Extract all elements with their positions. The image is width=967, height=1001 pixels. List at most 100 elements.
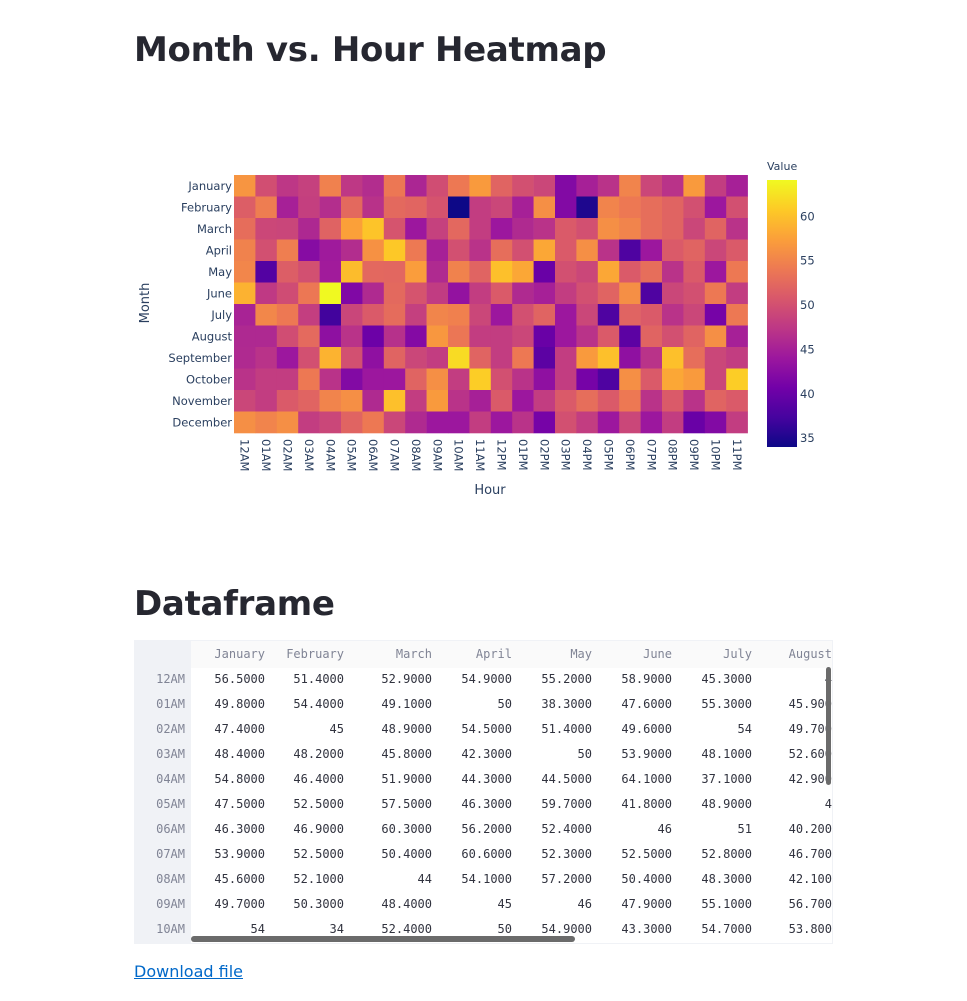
table-cell[interactable]: 34 (329, 922, 344, 936)
column-header[interactable]: March (395, 647, 432, 661)
table-cell[interactable]: 48.4000 (381, 897, 432, 911)
table-cell[interactable]: 37.1000 (701, 772, 752, 786)
table-cell[interactable]: 58.9000 (621, 672, 672, 686)
table-cell[interactable]: 53.9000 (214, 847, 265, 861)
column-header[interactable]: July (723, 647, 752, 661)
table-cell[interactable]: 43.3000 (621, 922, 672, 936)
column-header[interactable]: February (286, 647, 344, 661)
table-cell[interactable]: 40.200 (788, 822, 832, 836)
table-cell[interactable]: 44 (417, 872, 432, 886)
table-cell[interactable]: 55.1000 (701, 897, 752, 911)
column-header[interactable]: August (788, 647, 832, 661)
table-cell[interactable]: 49.1000 (381, 697, 432, 711)
table-cell[interactable]: 50 (577, 747, 592, 761)
table-cell[interactable]: 52.4000 (541, 822, 592, 836)
table-cell[interactable]: 50.4000 (381, 847, 432, 861)
table-cell[interactable]: 52.3000 (541, 847, 592, 861)
table-cell[interactable]: 56.2000 (461, 822, 512, 836)
table-cell[interactable]: 56.5000 (214, 672, 265, 686)
table-cell[interactable]: 4 (824, 797, 832, 811)
column-header[interactable]: January (214, 647, 265, 661)
table-cell[interactable]: 46 (657, 822, 672, 836)
table-cell[interactable]: 42.3000 (461, 747, 512, 761)
dataframe-table[interactable]: January February March April May June July Augu… (134, 640, 833, 944)
table-cell[interactable]: 46.3000 (461, 797, 512, 811)
table-cell[interactable]: 54.1000 (461, 872, 512, 886)
table-cell[interactable]: 50 (497, 922, 512, 936)
table-cell[interactable]: 48.9000 (381, 722, 432, 736)
table-cell[interactable]: 46 (577, 897, 592, 911)
table-cell[interactable]: 46.700 (788, 847, 832, 861)
table-cell[interactable]: 52.4000 (381, 922, 432, 936)
table-cell[interactable]: 48.4000 (214, 747, 265, 761)
table-cell[interactable]: 52.8000 (701, 847, 752, 861)
table-cell[interactable]: 50.3000 (293, 897, 344, 911)
table-cell[interactable]: 45.3000 (701, 672, 752, 686)
table-cell[interactable]: 45 (329, 722, 344, 736)
table-cell[interactable]: 53.9000 (621, 747, 672, 761)
table-cell[interactable]: 48.2000 (293, 747, 344, 761)
table-cell[interactable]: 48.9000 (701, 797, 752, 811)
table-cell[interactable]: 38.3000 (541, 697, 592, 711)
table-cell[interactable]: 57.2000 (541, 872, 592, 886)
table-cell[interactable]: 51.9000 (381, 772, 432, 786)
table-cell[interactable]: 54.7000 (701, 922, 752, 936)
table-cell[interactable]: 44.3000 (461, 772, 512, 786)
table-cell[interactable]: 52.5000 (293, 847, 344, 861)
table-cell[interactable]: 46.4000 (293, 772, 344, 786)
table-cell[interactable]: 54 (737, 722, 752, 736)
horizontal-scrollbar[interactable] (191, 936, 575, 942)
table-cell[interactable]: 51.4000 (293, 672, 344, 686)
table-cell[interactable]: 52.5000 (293, 797, 344, 811)
table-cell[interactable]: 52.5000 (621, 847, 672, 861)
table-cell[interactable]: 54.9000 (541, 922, 592, 936)
table-cell[interactable]: 53.800 (788, 922, 832, 936)
table-cell[interactable]: 59.7000 (541, 797, 592, 811)
table-cell[interactable]: 42.900 (788, 772, 832, 786)
table-cell[interactable]: 47.6000 (621, 697, 672, 711)
table-cell[interactable]: 4 (752, 667, 832, 692)
table-cell[interactable]: 45.8000 (381, 747, 432, 761)
table-cell[interactable]: 47.9000 (621, 897, 672, 911)
table-cell[interactable]: 47.5000 (214, 797, 265, 811)
table-cell[interactable]: 45 (497, 897, 512, 911)
table-cell[interactable]: 64.1000 (621, 772, 672, 786)
table-cell[interactable]: 47.4000 (214, 722, 265, 736)
table-cell[interactable]: 52.1000 (293, 872, 344, 886)
table-cell[interactable]: 49.700 (788, 722, 832, 736)
vertical-scrollbar[interactable] (826, 667, 831, 785)
table-cell[interactable]: 54.4000 (293, 697, 344, 711)
table-cell[interactable]: 52.600 (788, 747, 832, 761)
table-cell[interactable]: 48.1000 (701, 747, 752, 761)
table-cell[interactable]: 60.3000 (381, 822, 432, 836)
table-cell[interactable]: 51 (737, 822, 752, 836)
table-cell[interactable]: 46.9000 (293, 822, 344, 836)
table-cell[interactable]: 54.8000 (214, 772, 265, 786)
table-cell[interactable]: 51.4000 (541, 722, 592, 736)
column-header[interactable]: June (643, 647, 672, 661)
table-cell[interactable]: 55.2000 (541, 672, 592, 686)
table-cell[interactable]: 55.3000 (701, 697, 752, 711)
table-cell[interactable]: 52.9000 (381, 672, 432, 686)
column-header[interactable]: May (570, 647, 592, 661)
table-cell[interactable]: 54.9000 (461, 672, 512, 686)
table-cell[interactable]: 50.4000 (621, 872, 672, 886)
table-cell[interactable]: 54.5000 (461, 722, 512, 736)
table-cell[interactable]: 44.5000 (541, 772, 592, 786)
download-link[interactable]: Download file (134, 962, 243, 981)
table-cell[interactable]: 46.3000 (214, 822, 265, 836)
column-header[interactable]: April (475, 647, 512, 661)
table-cell[interactable]: 41.8000 (621, 797, 672, 811)
table-cell[interactable]: 50 (497, 697, 512, 711)
table-cell[interactable]: 49.8000 (214, 697, 265, 711)
table-cell[interactable]: 56.700 (788, 897, 832, 911)
table-cell[interactable]: 45.6000 (214, 872, 265, 886)
table-cell[interactable]: 54 (250, 922, 265, 936)
table-cell[interactable]: 42.100 (788, 872, 832, 886)
table-cell[interactable]: 45.900 (788, 697, 832, 711)
table-cell[interactable]: 60.6000 (461, 847, 512, 861)
table-cell[interactable]: 49.7000 (214, 897, 265, 911)
table-cell[interactable]: 57.5000 (381, 797, 432, 811)
table-cell[interactable]: 49.6000 (621, 722, 672, 736)
table-cell[interactable]: 48.3000 (701, 872, 752, 886)
